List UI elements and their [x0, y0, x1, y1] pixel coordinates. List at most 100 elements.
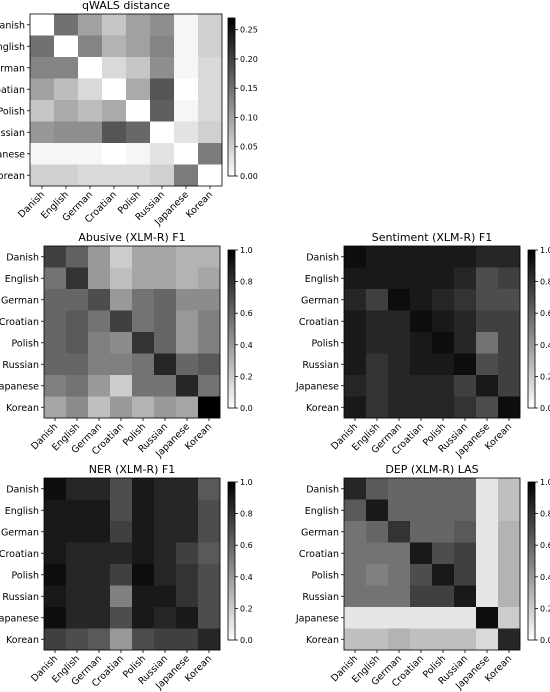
heatmap-cell — [344, 396, 367, 419]
y-tick-label: Russian — [2, 360, 39, 371]
heatmap-cell — [410, 478, 433, 500]
heatmap-cell — [366, 585, 389, 608]
heatmap-cell — [388, 353, 411, 376]
heatmap-cell — [432, 375, 455, 397]
heatmap-cell — [454, 396, 477, 419]
heatmap-cell — [432, 564, 455, 586]
y-tick-label: Korean — [6, 403, 39, 414]
heatmap-cell — [176, 310, 199, 333]
heatmap-cell — [498, 267, 521, 290]
heatmap-cell — [476, 564, 499, 586]
heatmap-cell — [432, 310, 455, 333]
plot-frame — [343, 245, 521, 419]
heatmap-cell — [344, 542, 367, 565]
y-tick-label: Polish — [312, 338, 339, 349]
heatmap-cell — [176, 499, 199, 522]
heatmap-cell — [30, 121, 55, 144]
colorbar-tick-label: 0.6 — [240, 309, 253, 318]
heatmap-cell — [54, 14, 79, 36]
heatmap-cell — [344, 310, 367, 333]
heatmap-cell — [126, 57, 151, 79]
heatmap-cell — [366, 310, 389, 333]
colorbar — [227, 481, 236, 641]
heatmap-cell — [432, 542, 455, 565]
heatmap-cell — [54, 143, 79, 165]
heatmap-cell — [344, 375, 367, 397]
heatmap-cell — [174, 35, 199, 58]
heatmap-cell — [454, 375, 477, 397]
y-tick-label: Polish — [12, 338, 39, 349]
heatmap-cell — [498, 542, 521, 565]
heatmap-cell — [44, 521, 67, 543]
heatmap-cell — [150, 78, 175, 101]
heatmap-cell — [66, 353, 89, 376]
heatmap-cell — [498, 478, 521, 500]
heatmap-cell — [150, 57, 175, 79]
y-tick-label: Polish — [0, 106, 25, 117]
heatmap-cell — [454, 246, 477, 268]
heatmap-cell — [174, 143, 199, 165]
heatmap-cell — [344, 521, 367, 543]
heatmap-cell — [198, 121, 223, 144]
heatmap-cell — [132, 499, 155, 522]
heatmap-cell — [388, 332, 411, 354]
heatmap-cell — [132, 396, 155, 419]
heatmap-cell — [432, 246, 455, 268]
heatmap-cell — [30, 164, 55, 187]
colorbar-tick-label: 1.0 — [240, 478, 253, 487]
heatmap-cell — [198, 267, 221, 290]
heatmap-cell — [174, 100, 199, 122]
colorbar-tick-label: 0.2 — [540, 604, 550, 613]
heatmap-cell — [88, 564, 111, 586]
heatmap-cell — [154, 478, 177, 500]
heatmap-cell — [410, 607, 433, 629]
heatmap-cell — [154, 542, 177, 565]
heatmap-cell — [174, 164, 199, 187]
heatmap-cell — [150, 143, 175, 165]
heatmap-cell — [498, 499, 521, 522]
heatmap-cell — [102, 100, 127, 122]
y-tick-label: Russian — [2, 592, 39, 603]
heatmap-cell — [410, 332, 433, 354]
heatmap-cell — [88, 478, 111, 500]
heatmap-cell — [454, 478, 477, 500]
heatmap-cell — [132, 267, 155, 290]
heatmap-cell — [66, 499, 89, 522]
heatmap-cell — [454, 332, 477, 354]
heatmap-cell — [198, 628, 221, 651]
y-tick-label: Korean — [0, 171, 25, 182]
y-tick-label: Croatian — [0, 85, 25, 96]
heatmap-cell — [198, 521, 221, 543]
heatmap-cell — [66, 267, 89, 290]
y-tick-label: English — [5, 506, 39, 517]
heatmap-cell — [454, 564, 477, 586]
heatmap-cell — [198, 396, 221, 419]
heatmap-cell — [366, 375, 389, 397]
heatmap-cell — [150, 14, 175, 36]
heatmap-cell — [176, 396, 199, 419]
heatmap-cell — [88, 607, 111, 629]
heatmap-cell — [150, 121, 175, 144]
heatmap-cell — [432, 289, 455, 311]
heatmap-cell — [44, 628, 67, 651]
heatmap-cell — [30, 35, 55, 58]
colorbar-tick-label: 0.4 — [240, 341, 253, 350]
plot-frame — [29, 13, 223, 187]
heatmap-cell — [88, 353, 111, 376]
heatmap-cell — [198, 57, 223, 79]
colorbar-tick-label: 0.0 — [540, 636, 550, 645]
heatmap-cell — [410, 499, 433, 522]
heatmap-cell — [110, 375, 133, 397]
heatmap-cell — [154, 246, 177, 268]
heatmap-cell — [498, 289, 521, 311]
heatmap-cell — [366, 353, 389, 376]
heatmap-cell — [54, 78, 79, 101]
heatmap-cell — [454, 585, 477, 608]
y-tick-label: Danish — [0, 20, 25, 31]
heatmap-cell — [154, 585, 177, 608]
heatmap-cell — [154, 564, 177, 586]
colorbar-tick-label: 1.0 — [540, 246, 550, 255]
heatmap-cell — [154, 353, 177, 376]
heatmap-cell — [498, 396, 521, 419]
heatmap-cell — [366, 607, 389, 629]
